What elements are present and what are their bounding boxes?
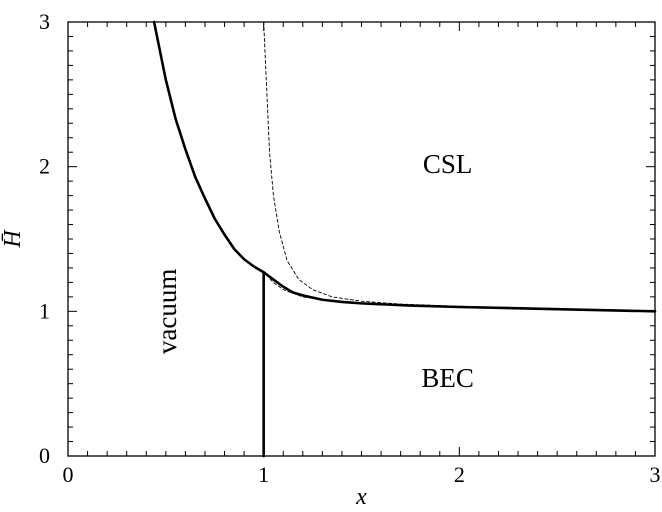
y-tick-label: 3: [39, 9, 50, 34]
region-labels: CSL BEC vacuum: [152, 149, 474, 393]
tick-labels: 0 1 2 3 0 1 2 3: [39, 9, 661, 487]
x-tick-label: 0: [63, 462, 74, 487]
plot-frame: [67, 21, 656, 457]
series-layer: [152, 20, 657, 458]
y-tick-label: 2: [39, 154, 50, 179]
y-tick-label: 1: [39, 298, 50, 323]
x-axis-label: x: [355, 484, 367, 510]
region-label: vacuum: [152, 269, 182, 354]
dashed-curve: [257, 267, 353, 303]
boundary-curve: [262, 270, 657, 313]
x-tick-label: 1: [258, 462, 269, 487]
boundary-curve: [152, 20, 265, 274]
tick-marks: [67, 21, 656, 457]
x-tick-label: 2: [454, 462, 465, 487]
y-tick-label: 0: [39, 443, 50, 468]
region-label: CSL: [423, 149, 473, 179]
y-axis-label: H̄: [0, 229, 26, 249]
x-tick-label: 3: [650, 462, 661, 487]
region-label: BEC: [421, 363, 474, 393]
dashed-curve: [263, 21, 656, 312]
